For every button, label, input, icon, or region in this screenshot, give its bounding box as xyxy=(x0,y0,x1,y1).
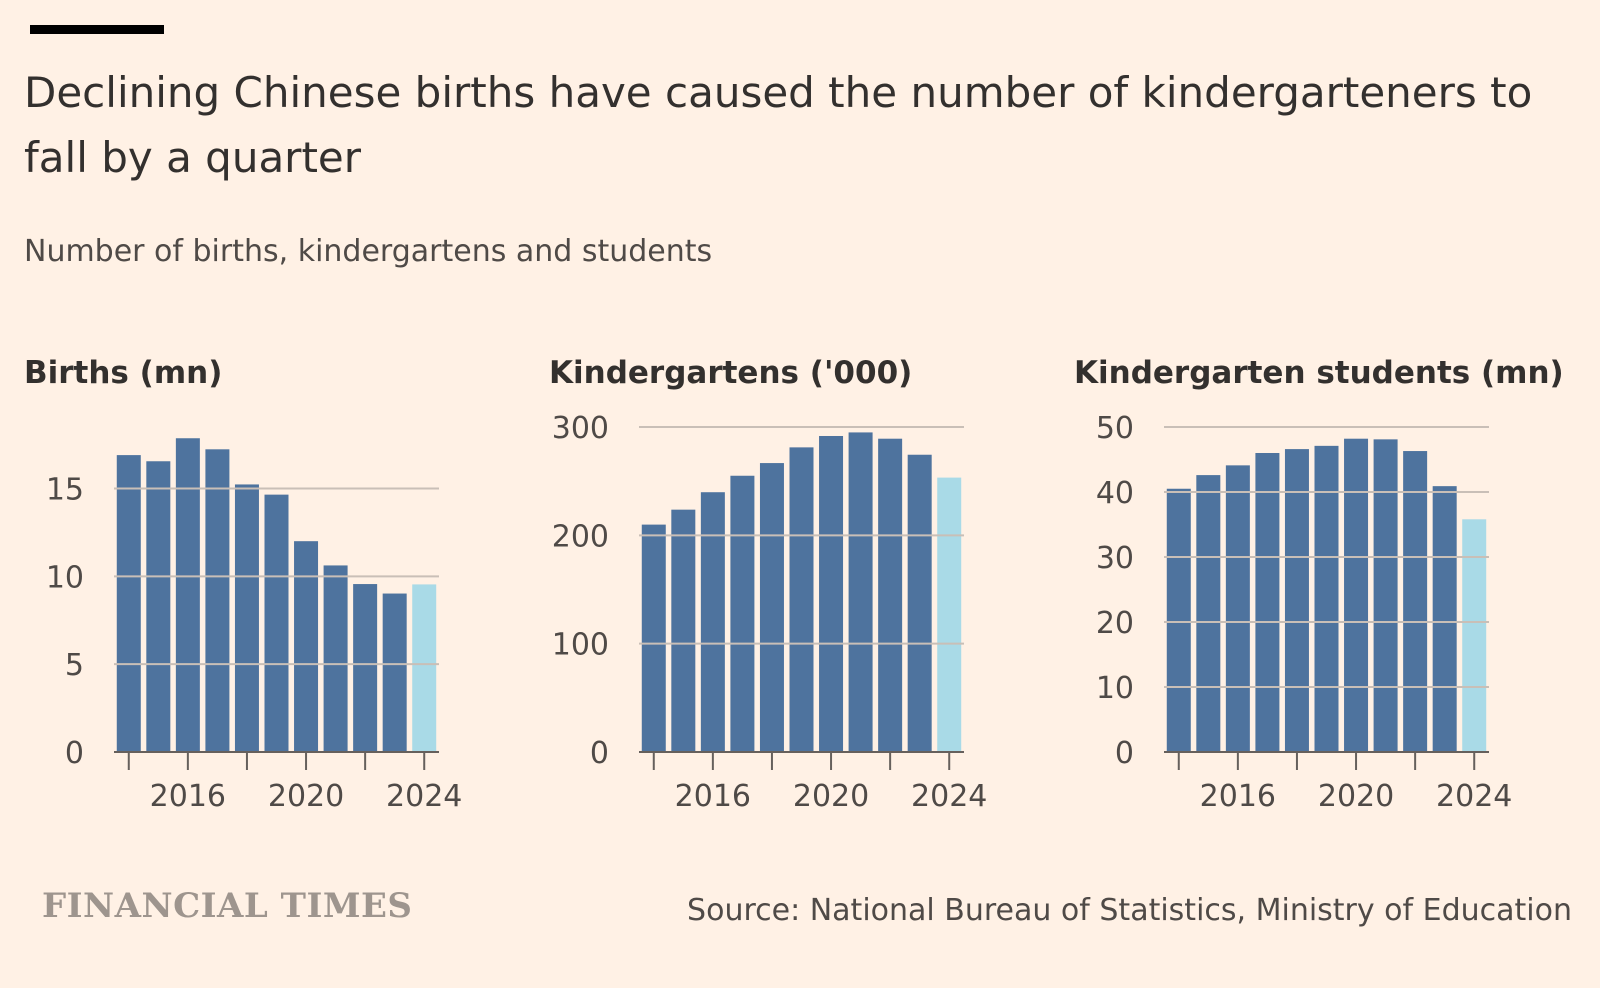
chart-subtitle: Number of births, kindergartens and stud… xyxy=(24,234,713,269)
source-note: Source: National Bureau of Statistics, M… xyxy=(687,893,1572,928)
bar-2016 xyxy=(700,492,725,752)
bar-2015 xyxy=(671,509,696,752)
x-tick-label: 2016 xyxy=(675,779,751,814)
y-tick-label: 10 xyxy=(46,560,84,595)
bar-2018 xyxy=(759,463,784,752)
y-tick-label: 15 xyxy=(46,472,84,507)
x-tick-label: 2016 xyxy=(1200,779,1276,814)
bar-2022 xyxy=(353,584,378,752)
y-tick-label: 200 xyxy=(552,519,609,554)
header-accent-bar xyxy=(30,25,164,34)
bar-2021 xyxy=(848,432,873,752)
bar-2014 xyxy=(641,524,666,752)
x-tick-label: 2020 xyxy=(268,779,344,814)
bar-2016 xyxy=(175,438,200,752)
bar-2017 xyxy=(1255,453,1280,752)
bar-2023 xyxy=(1432,486,1457,752)
students-chart: 0 10 20 30 40 50 2016 2020 2024 xyxy=(1096,411,1513,814)
bar-2021 xyxy=(1373,439,1398,752)
bar-2018 xyxy=(234,484,259,752)
bar-2014 xyxy=(1166,488,1191,752)
x-tick-label: 2024 xyxy=(386,779,462,814)
bar-2020 xyxy=(1344,438,1369,752)
chart-title: Declining Chinese births have caused the… xyxy=(24,68,1533,182)
bar-2020 xyxy=(294,541,319,752)
bar-2022 xyxy=(878,438,903,752)
bar-2024 xyxy=(937,477,962,752)
y-tick-label: 300 xyxy=(552,411,609,446)
births-panel: Births (mn) 0 5 10 15 2016 2020 2024 xyxy=(24,355,544,825)
y-tick-label: 40 xyxy=(1096,476,1134,511)
births-chart: 0 5 10 15 2016 2020 2024 xyxy=(46,438,462,814)
y-tick-label: 0 xyxy=(590,736,609,771)
ft-logo: FINANCIAL TIMES xyxy=(42,886,413,926)
bar-2016 xyxy=(1225,465,1250,752)
bar-2024 xyxy=(1462,519,1487,752)
bar-2017 xyxy=(730,475,755,752)
bar-2020 xyxy=(819,435,844,752)
births-panel-title: Births (mn) xyxy=(24,355,223,391)
bar-2014 xyxy=(116,455,141,752)
students-panel: Kindergarten students (mn) 0 10 20 30 40 50 20… xyxy=(1074,355,1594,825)
y-tick-label: 30 xyxy=(1096,541,1134,576)
y-tick-label: 100 xyxy=(552,628,609,663)
x-tick-label: 2020 xyxy=(1318,779,1394,814)
y-tick-label: 5 xyxy=(65,648,84,683)
students-panel-title: Kindergarten students (mn) xyxy=(1074,355,1564,391)
bar-2018 xyxy=(1284,449,1309,752)
bar-2024 xyxy=(412,584,437,752)
kindergartens-chart: 0 100 200 300 2016 2020 2024 xyxy=(552,411,988,814)
bar-2019 xyxy=(789,447,814,752)
x-tick-label: 2024 xyxy=(911,779,987,814)
bar-2015 xyxy=(146,461,171,752)
kindergartens-panel-title: Kindergartens ('000) xyxy=(549,355,913,391)
bar-2022 xyxy=(1403,451,1428,752)
y-tick-label: 10 xyxy=(1096,671,1134,706)
bar-2017 xyxy=(205,449,230,752)
bar-2019 xyxy=(1314,445,1339,752)
bar-2019 xyxy=(264,494,289,752)
bar-2023 xyxy=(907,454,932,752)
bar-2023 xyxy=(382,593,407,752)
kindergartens-panel: Kindergartens ('000) 0 100 200 300 2016 2020 2… xyxy=(549,355,1069,825)
x-tick-label: 2024 xyxy=(1436,779,1512,814)
y-tick-label: 0 xyxy=(1115,736,1134,771)
bar-2021 xyxy=(323,565,348,752)
x-tick-label: 2020 xyxy=(793,779,869,814)
y-tick-label: 0 xyxy=(65,736,84,771)
bar-2015 xyxy=(1196,475,1221,752)
x-tick-label: 2016 xyxy=(150,779,226,814)
y-tick-label: 50 xyxy=(1096,411,1134,446)
y-tick-label: 20 xyxy=(1096,606,1134,641)
